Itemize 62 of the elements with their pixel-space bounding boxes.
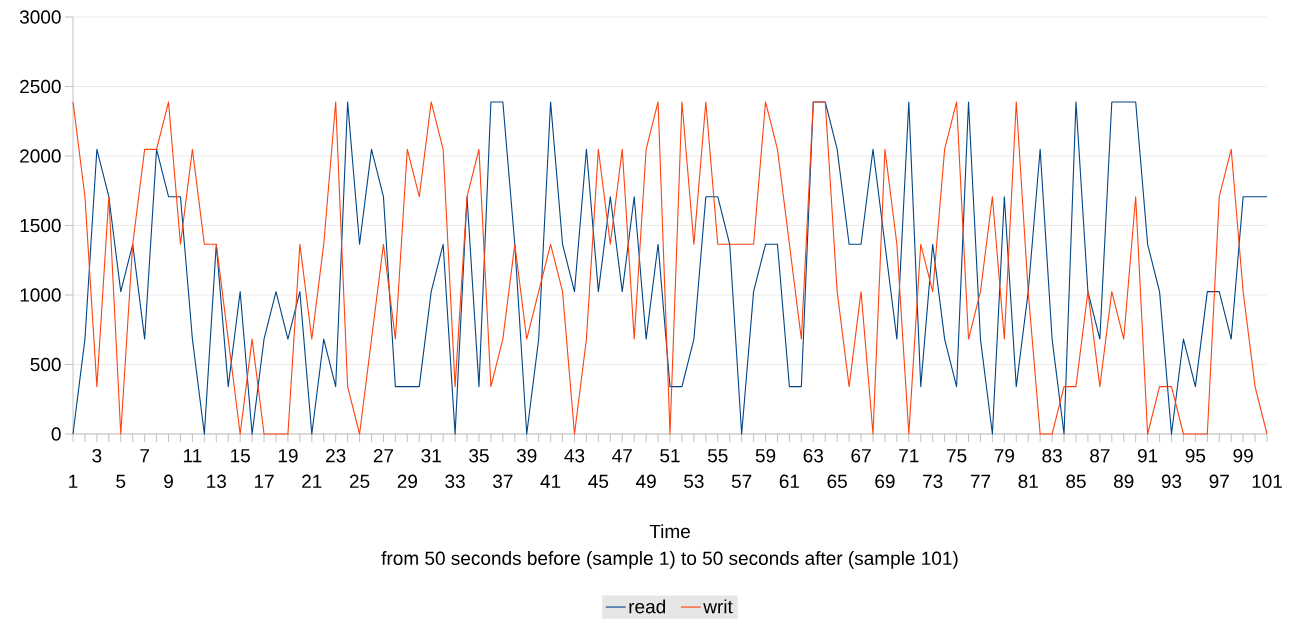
- x-tick-label: 23: [326, 448, 346, 463]
- x-tick-label: 9: [164, 474, 173, 489]
- y-tick-label: 3000: [19, 10, 61, 24]
- y-tick-label: 500: [30, 357, 61, 372]
- x-tick-label: 87: [1090, 448, 1110, 463]
- x-tick-label: 35: [469, 448, 489, 463]
- x-tick-label: 89: [1114, 474, 1134, 489]
- x-tick-label: 19: [278, 448, 298, 463]
- x-tick-label: 15: [231, 449, 250, 463]
- x-tick-label: 71: [899, 449, 919, 463]
- x-tick-label: 73: [923, 474, 943, 489]
- x-tick-label: 79: [994, 448, 1014, 463]
- legend-label: writ: [703, 599, 733, 614]
- x-tick-label: 27: [373, 448, 394, 463]
- x-tick-label: 95: [1185, 448, 1206, 463]
- x-tick-label: 85: [1066, 474, 1086, 489]
- y-tick-label: 1000: [20, 288, 61, 302]
- x-tick-label: 13: [207, 474, 227, 489]
- x-tick-label: 25: [349, 474, 370, 489]
- x-tick-label: 75: [946, 449, 967, 463]
- x-tick-label: 53: [684, 474, 704, 489]
- x-tick-label: 3: [92, 448, 102, 463]
- x-tick-label: 99: [1233, 448, 1253, 463]
- x-tick-label: 97: [1209, 474, 1229, 489]
- x-tick-label: 65: [827, 474, 847, 489]
- x-tick-label: 51: [660, 449, 680, 463]
- x-tick-label: 55: [707, 449, 728, 463]
- x-tick-label: 49: [636, 474, 656, 489]
- x-tick-label: 63: [803, 448, 824, 463]
- x-tick-label: 61: [779, 474, 800, 489]
- x-tick-label: 69: [875, 474, 895, 489]
- x-tick-label: 83: [1042, 448, 1062, 463]
- x-tick-label: 7: [140, 449, 149, 463]
- legend-label: read: [629, 599, 666, 614]
- x-tick-label: 1: [69, 474, 78, 488]
- x-tick-label: 21: [302, 474, 322, 488]
- x-tick-label: 29: [397, 474, 417, 489]
- x-tick-label: 101: [1252, 474, 1282, 489]
- x-tick-label: 5: [116, 474, 126, 489]
- x-tick-label: 67: [851, 448, 871, 463]
- x-tick-label: 39: [516, 448, 537, 463]
- x-tick-label: 41: [540, 474, 561, 488]
- y-tick-label: 2000: [20, 149, 61, 163]
- y-tick-label: 0: [51, 427, 61, 441]
- x-tick-label: 77: [970, 474, 991, 488]
- x-tick-label: 81: [1018, 474, 1038, 489]
- x-tick-label: 31: [421, 448, 441, 463]
- x-tick-label: 11: [183, 449, 202, 463]
- x-tick-label: 37: [493, 474, 513, 489]
- x-tick-label: 59: [755, 448, 776, 463]
- x-tick-label: 17: [254, 474, 274, 488]
- x-tick-label: 43: [564, 448, 585, 463]
- y-tick-label: 2500: [20, 79, 61, 94]
- x-tick-label: 45: [588, 474, 609, 489]
- y-tick-label: 1500: [20, 218, 61, 233]
- x-tick-label: 33: [445, 474, 465, 489]
- x-tick-label: 57: [731, 474, 752, 489]
- x-axis-title: Time: [649, 524, 690, 539]
- x-tick-label: 91: [1137, 448, 1158, 463]
- x-tick-label: 47: [612, 449, 632, 463]
- x-tick-label: 93: [1161, 474, 1182, 489]
- text: from 50 seconds before (sample 1) to 50 seconds after (sample 101): [381, 551, 958, 569]
